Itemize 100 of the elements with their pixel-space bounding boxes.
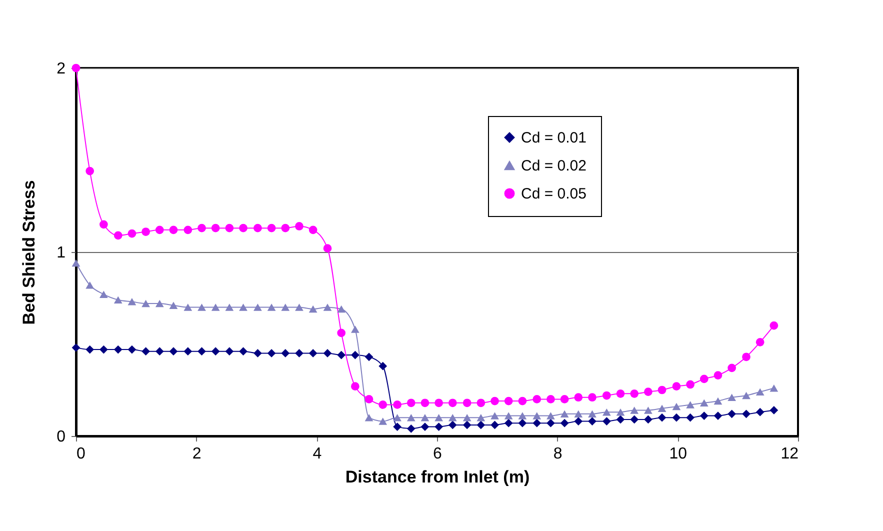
point <box>658 404 666 412</box>
point <box>644 388 652 396</box>
point <box>184 347 192 356</box>
y-tick-label: 0 <box>56 428 66 446</box>
point <box>742 410 750 418</box>
point <box>532 412 542 420</box>
point <box>225 304 234 311</box>
point <box>364 414 374 422</box>
point <box>211 304 220 311</box>
point <box>756 338 764 346</box>
point <box>532 418 542 428</box>
point <box>337 305 346 313</box>
point <box>574 417 583 426</box>
point <box>281 349 290 358</box>
point <box>756 388 764 396</box>
point <box>308 305 318 313</box>
point <box>267 224 276 232</box>
point <box>700 412 708 420</box>
point <box>211 224 220 232</box>
point <box>742 352 750 362</box>
point <box>644 415 652 424</box>
point <box>462 398 472 408</box>
point <box>99 345 108 354</box>
x-axis-title: Distance from Inlet (m) <box>345 468 530 486</box>
point <box>378 418 388 425</box>
point <box>616 390 625 398</box>
point <box>770 406 778 414</box>
point <box>490 396 499 406</box>
point <box>448 420 457 430</box>
point <box>504 412 513 420</box>
point <box>700 374 708 384</box>
point <box>364 352 374 362</box>
point <box>686 401 694 408</box>
point <box>198 304 206 311</box>
point <box>686 413 694 422</box>
point <box>588 410 596 418</box>
point <box>184 226 192 234</box>
point <box>295 222 304 230</box>
point <box>448 398 457 408</box>
point <box>198 224 206 232</box>
point <box>225 347 234 356</box>
point <box>350 382 360 390</box>
point <box>644 406 652 414</box>
legend-label: Cd = 0.01 <box>521 130 586 146</box>
point <box>155 347 164 356</box>
point <box>406 424 416 433</box>
point <box>99 220 108 229</box>
point <box>490 412 499 420</box>
point <box>546 418 555 428</box>
point <box>602 391 611 400</box>
point <box>462 414 472 422</box>
point <box>630 390 639 398</box>
point <box>630 415 639 424</box>
point <box>672 413 681 422</box>
point <box>518 412 527 420</box>
point <box>588 393 596 402</box>
point <box>728 394 736 401</box>
point <box>281 304 290 311</box>
legend-label: Cd = 0.02 <box>521 158 586 174</box>
y-tick-label: 2 <box>56 60 66 78</box>
x-tick-label: 0 <box>76 446 86 462</box>
point <box>574 410 583 418</box>
point <box>267 349 276 358</box>
point <box>142 300 150 308</box>
point <box>128 345 136 354</box>
point <box>254 224 262 232</box>
point <box>169 302 178 309</box>
point <box>630 406 639 414</box>
point <box>155 300 164 308</box>
point <box>546 412 555 420</box>
point <box>155 226 164 234</box>
point <box>225 224 234 232</box>
point <box>254 304 262 311</box>
legend-label: Cd = 0.05 <box>521 186 586 202</box>
point <box>337 328 346 338</box>
point <box>476 420 486 430</box>
point <box>686 380 694 389</box>
point <box>114 231 122 240</box>
point <box>770 321 778 330</box>
point <box>393 422 402 431</box>
y-axis-title: Bed Shield Stress <box>20 180 39 325</box>
point <box>658 413 666 422</box>
point <box>616 408 625 416</box>
point <box>518 396 527 406</box>
point <box>323 244 332 252</box>
point <box>560 410 569 418</box>
point <box>128 298 136 306</box>
point <box>560 395 569 404</box>
point <box>448 414 457 422</box>
point <box>239 304 248 311</box>
point <box>308 349 318 358</box>
point <box>142 347 150 356</box>
point <box>546 395 555 404</box>
point <box>72 259 80 267</box>
point <box>406 414 416 422</box>
point <box>714 412 722 420</box>
point <box>267 304 276 311</box>
x-tick-label: 12 <box>780 446 799 462</box>
point <box>714 371 722 380</box>
point <box>728 364 736 372</box>
